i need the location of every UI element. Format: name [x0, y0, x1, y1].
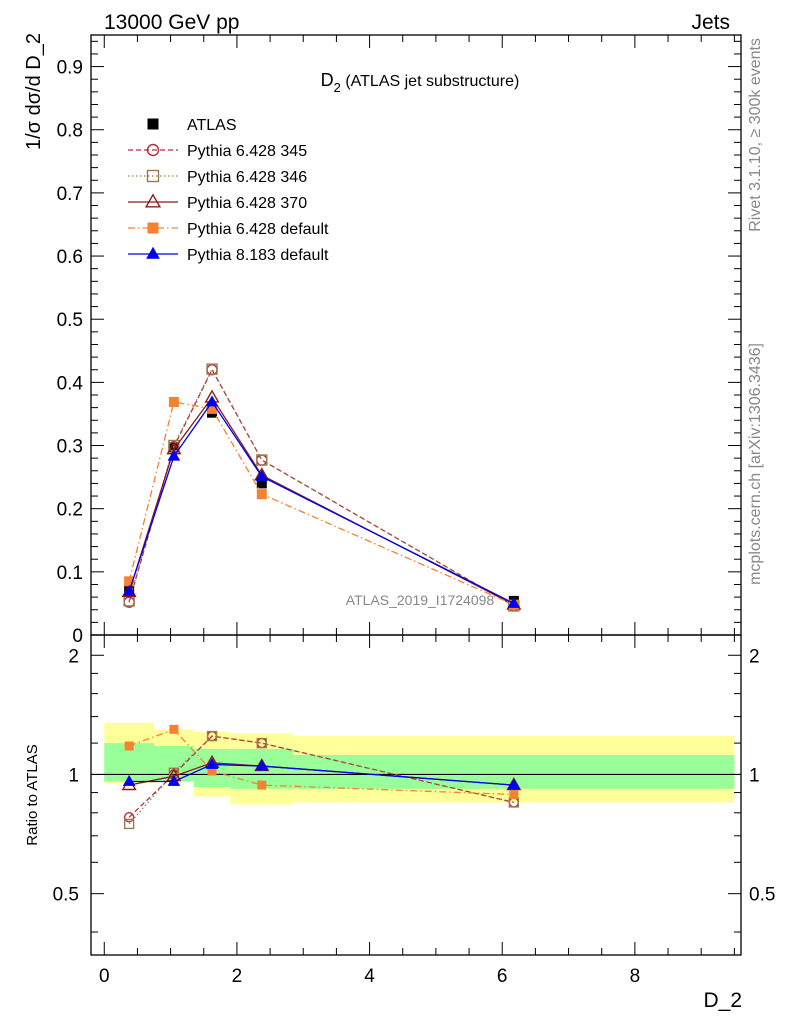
main-ytick-label: 0.7 [57, 184, 83, 205]
main-title: D2 (ATLAS jet substructure) [321, 70, 520, 95]
main-data-point [207, 403, 218, 414]
ratio-data-point [507, 778, 521, 790]
main-series-line [128, 368, 515, 607]
main-y-axis-label: 1/σ dσ/d D_2 [23, 33, 45, 150]
legend-item: Pythia 6.428 345 [128, 143, 307, 160]
main-ytick-label: 0 [72, 626, 83, 647]
ratio-ytick-label-right: 0.5 [749, 885, 775, 906]
x-tick-label: 0 [99, 966, 110, 987]
legend-marker [146, 143, 160, 157]
legend-marker [147, 118, 159, 130]
ratio-data-point [169, 724, 179, 734]
main-panel: 0 0.1 0.2 0.3 0.4 0.5 0.6 0.7 0.8 0.9 ATLAS_2019_… [23, 33, 742, 647]
ratio-ytick-label-right: 2 [749, 646, 760, 667]
main-ylabel-text: 1/σ dσ/d D_2 [23, 33, 45, 150]
title-main: D [321, 70, 334, 90]
main-ytick-label: 0.5 [57, 310, 83, 331]
ratio-data-point [123, 811, 135, 823]
ratio-data-point [207, 766, 217, 776]
x-tick-label: 6 [497, 966, 508, 987]
x-tick-label: 8 [630, 966, 641, 987]
main-data-point [256, 454, 268, 466]
rivet-label: Rivet 3.1.10, ≥ 300k events [747, 38, 764, 232]
legend-item: ATLAS [147, 117, 237, 134]
ratio-data-point [122, 774, 136, 786]
main-data-point [168, 396, 179, 407]
main-data-point [255, 469, 269, 481]
x-tick-label: 4 [364, 966, 375, 987]
main-data-point [124, 576, 135, 587]
main-data-point [256, 478, 267, 489]
ratio-data-point [167, 774, 181, 786]
main-ytick-label: 0.1 [57, 563, 83, 584]
main-ytick-label: 0.9 [57, 58, 83, 79]
ratio-series-2 [123, 730, 520, 830]
main-data-point [256, 489, 267, 500]
mcplots-label: mcplots.cern.ch [arXiv:1306.3436] [747, 343, 764, 585]
ratio-series-line [128, 735, 514, 825]
main-series-1 [123, 364, 520, 612]
legend-marker [147, 222, 159, 234]
main-ytick-label: 0.8 [57, 121, 83, 142]
main-ytick-label: 0.6 [57, 247, 83, 268]
ratio-data-point [205, 757, 219, 769]
title-sub: 2 [334, 80, 341, 95]
title-rest: (ATLAS jet substructure) [341, 73, 519, 90]
legend-item: Pythia 8.183 default [128, 246, 329, 264]
ratio-ylabel-text: Ratio to ATLAS [24, 744, 41, 845]
main-ytick-label: 0.2 [57, 500, 83, 521]
ratio-data-point [206, 730, 218, 742]
main-series-line [128, 396, 515, 606]
main-chart-marks: 0 0.1 0.2 0.3 0.4 0.5 0.6 0.7 0.8 0.9 [57, 35, 741, 647]
ratio-ytick-label: 2 [68, 646, 79, 667]
main-data-point [507, 596, 521, 608]
legend-item: Pythia 6.428 346 [128, 169, 307, 186]
legend-label: Pythia 6.428 345 [187, 143, 307, 160]
ratio-series-4 [124, 724, 519, 799]
legend-marker [144, 193, 162, 208]
ratio-frame [90, 634, 742, 956]
main-ytick-label: 0.4 [57, 373, 84, 394]
ratio-data-point [255, 759, 269, 771]
main-series-4 [124, 396, 519, 610]
ratio-ytick-label: 0.5 [53, 885, 79, 906]
ratio-series-5 [122, 757, 521, 790]
main-data-point [122, 584, 136, 596]
x-axis-label: D_2 [703, 989, 742, 1012]
main-data-point [206, 364, 218, 376]
ratio-panel: 0.5 0.5 1 1 2 2 0 2 4 6 8 Ratio to ATLAS D_2 [24, 634, 775, 1012]
main-ytick-label: 0.3 [57, 437, 83, 458]
main-data-point [256, 454, 268, 466]
ratio-data-point [256, 737, 267, 749]
ratio-ytick-label: 1 [68, 765, 79, 786]
ratio-y-axis-label: Ratio to ATLAS [24, 744, 41, 845]
legend-item: Pythia 6.428 370 [128, 193, 307, 212]
x-tick-label: 2 [232, 966, 243, 987]
ratio-data-point [124, 741, 134, 751]
legend-label: Pythia 8.183 default [187, 247, 329, 264]
legend-item: Pythia 6.428 default [128, 221, 329, 238]
legend-label: Pythia 6.428 default [187, 221, 329, 238]
ratio-data-point [509, 789, 519, 799]
ratio-chart-marks: 0.5 0.5 1 1 2 2 0 2 4 6 8 [53, 635, 775, 987]
ratio-data-point [257, 780, 267, 790]
main-series-5 [122, 395, 521, 608]
legend-label: Pythia 6.428 370 [187, 195, 307, 212]
ratio-ytick-label-right: 1 [749, 765, 760, 786]
legend-label: ATLAS [187, 117, 237, 134]
header-left: 13000 GeV pp [104, 11, 239, 34]
main-data-point [206, 363, 218, 375]
main-data-point [167, 449, 181, 461]
legend-marker [146, 169, 160, 183]
legend: ATLAS Pythia 6.428 345 Pythia 6.428 346 Pyt… [128, 117, 329, 264]
legend-marker [146, 246, 160, 259]
header-right: Jets [691, 11, 730, 34]
watermark: ATLAS_2019_I1724098 [346, 592, 495, 608]
ratio-data-point [123, 818, 135, 830]
main-data-point [205, 395, 219, 407]
main-series-line [128, 367, 515, 607]
legend-label: Pythia 6.428 346 [187, 169, 307, 186]
